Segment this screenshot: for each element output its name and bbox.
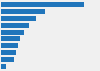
Bar bbox=[1, 23, 29, 28]
Bar bbox=[1, 64, 6, 69]
Bar bbox=[1, 50, 16, 55]
Bar bbox=[1, 9, 45, 14]
Bar bbox=[1, 2, 84, 7]
Bar bbox=[1, 30, 24, 35]
Bar bbox=[1, 43, 18, 48]
Bar bbox=[1, 36, 20, 41]
Bar bbox=[1, 57, 14, 62]
Bar bbox=[1, 16, 36, 21]
